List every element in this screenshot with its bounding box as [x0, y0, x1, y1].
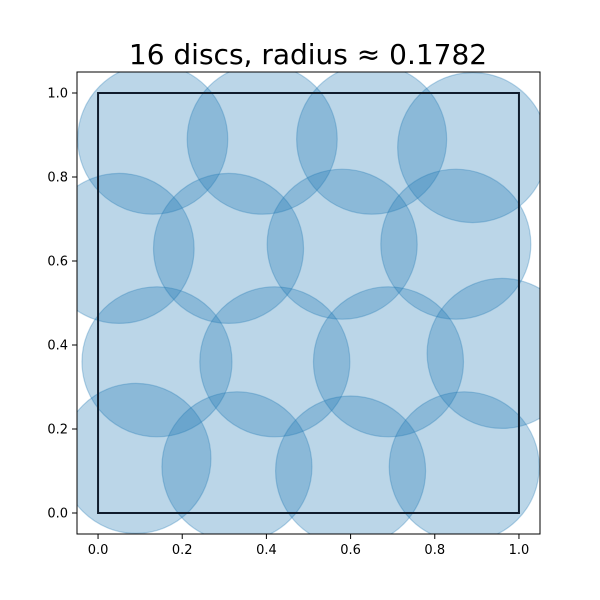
y-axis: 0.0 0.2 0.4 0.6 0.8 1.0	[47, 87, 77, 522]
x-tick-label: 0.6	[340, 543, 361, 558]
disc-10	[199, 286, 351, 438]
disc-8	[380, 168, 532, 320]
y-tick-label: 0.8	[47, 171, 68, 186]
disc-15	[275, 395, 427, 534]
chart-title: 16 discs, radius ≈ 0.1782	[129, 38, 487, 71]
disc-9	[81, 286, 233, 438]
y-tick-label: 1.0	[47, 87, 68, 102]
disc-13	[77, 382, 212, 534]
disc-5	[77, 172, 195, 324]
x-axis: 0.0 0.2 0.4 0.6 0.8 1.0	[88, 534, 530, 558]
disc-7	[266, 168, 418, 320]
x-tick-label: 1.0	[509, 543, 530, 558]
x-tick-label: 0.0	[88, 543, 109, 558]
x-tick-label: 0.4	[256, 543, 277, 558]
y-tick-label: 0.6	[47, 255, 68, 270]
disc-3	[296, 72, 448, 215]
disc-6	[152, 172, 305, 325]
disc-16	[388, 391, 540, 534]
x-tick-label: 0.2	[172, 543, 193, 558]
disc-2	[186, 72, 338, 215]
x-tick-label: 0.8	[424, 543, 445, 558]
disc-12	[426, 277, 540, 429]
disc-1	[77, 72, 229, 215]
y-tick-label: 0.0	[47, 507, 68, 522]
y-tick-label: 0.2	[47, 423, 68, 438]
disc-4	[397, 72, 540, 224]
disc-11	[312, 286, 465, 438]
y-tick-label: 0.4	[47, 339, 68, 354]
plot-frame	[76, 71, 541, 535]
disc-14	[161, 391, 313, 534]
discs-layer	[77, 72, 540, 534]
unit-square-outline	[97, 92, 520, 514]
